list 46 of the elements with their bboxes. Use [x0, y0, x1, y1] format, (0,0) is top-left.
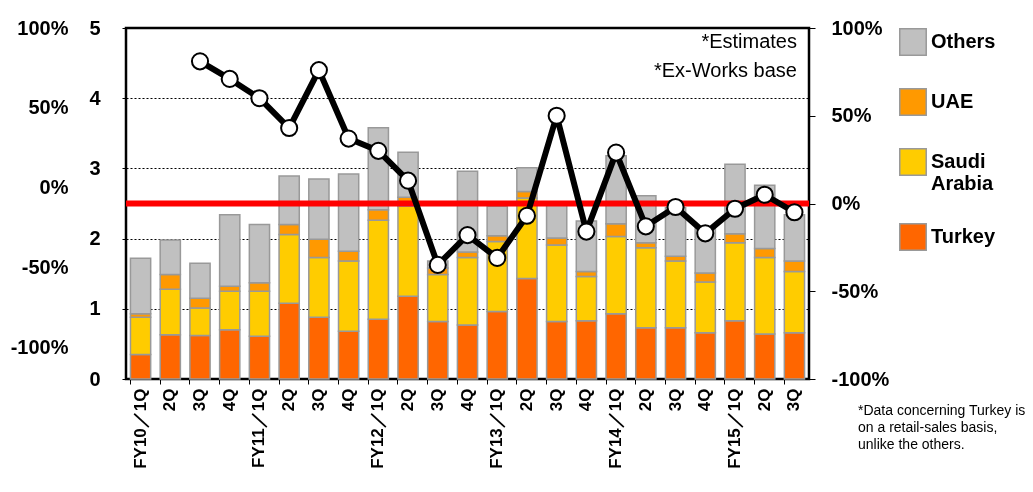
y-tick-label: 0 [89, 367, 101, 390]
x-tick-label: 4Q [695, 388, 715, 412]
y2-tick-label: -100% [831, 367, 890, 390]
y2-tick-label: -50% [831, 279, 879, 302]
x-tick-label: 2Q [516, 388, 536, 412]
y3-tick-label: 100% [17, 16, 69, 39]
x-tick-label: 3Q [546, 388, 566, 412]
annotation: *Estimates [701, 30, 797, 52]
x-tick-label: 2Q [160, 388, 180, 412]
legend-label: UAE [931, 90, 974, 112]
x-tick-label: 3Q [427, 388, 447, 412]
y2-tick-label: 50% [831, 104, 872, 127]
x-tick-label: FY13／1Q [487, 388, 507, 469]
y3-tick-label: 0% [39, 176, 69, 199]
x-tick-label: 4Q [338, 388, 358, 412]
y2-tick-label: 100% [831, 16, 883, 39]
x-tick-label: FY14／1Q [606, 388, 626, 469]
y2-tick-label: 0% [831, 192, 861, 214]
legend-label: Saudi Arabia [931, 150, 995, 194]
x-tick-label: 2Q [754, 388, 774, 412]
text: *Data concerning Turkey is on a retail-sales basis, unlike the others. [858, 402, 1027, 453]
y3-tick-label: -50% [21, 255, 69, 278]
x-tick-label: 3Q [784, 388, 804, 412]
y3-tick-label: -100% [10, 335, 69, 358]
x-tick-label: FY10／1Q [130, 388, 150, 469]
y-tick-label: 1 [89, 297, 101, 320]
annotation: *Ex-Works base [653, 59, 797, 81]
x-tick-label: 4Q [457, 388, 477, 412]
x-tick-label: FY11／1Q [249, 388, 269, 468]
x-tick-label: 4Q [576, 388, 596, 412]
y3-tick-label: 50% [28, 96, 69, 119]
y-tick-label: 5 [89, 16, 101, 39]
x-tick-label: 2Q [279, 388, 299, 412]
x-tick-label: 2Q [635, 388, 655, 412]
x-tick-label: 3Q [308, 388, 328, 412]
x-tick-label: 3Q [665, 388, 685, 412]
legend-label: Others [931, 30, 996, 52]
x-tick-label: 4Q [219, 388, 239, 412]
y-tick-label: 4 [89, 86, 102, 109]
x-tick-label: 2Q [398, 388, 418, 412]
x-tick-label: 3Q [190, 388, 210, 412]
legend-label: Turkey [931, 225, 996, 247]
y-tick-label: 2 [89, 227, 101, 250]
x-tick-label: FY12／1Q [368, 388, 388, 469]
y-tick-label: 3 [89, 156, 101, 179]
x-tick-label: FY15／1Q [724, 388, 744, 469]
